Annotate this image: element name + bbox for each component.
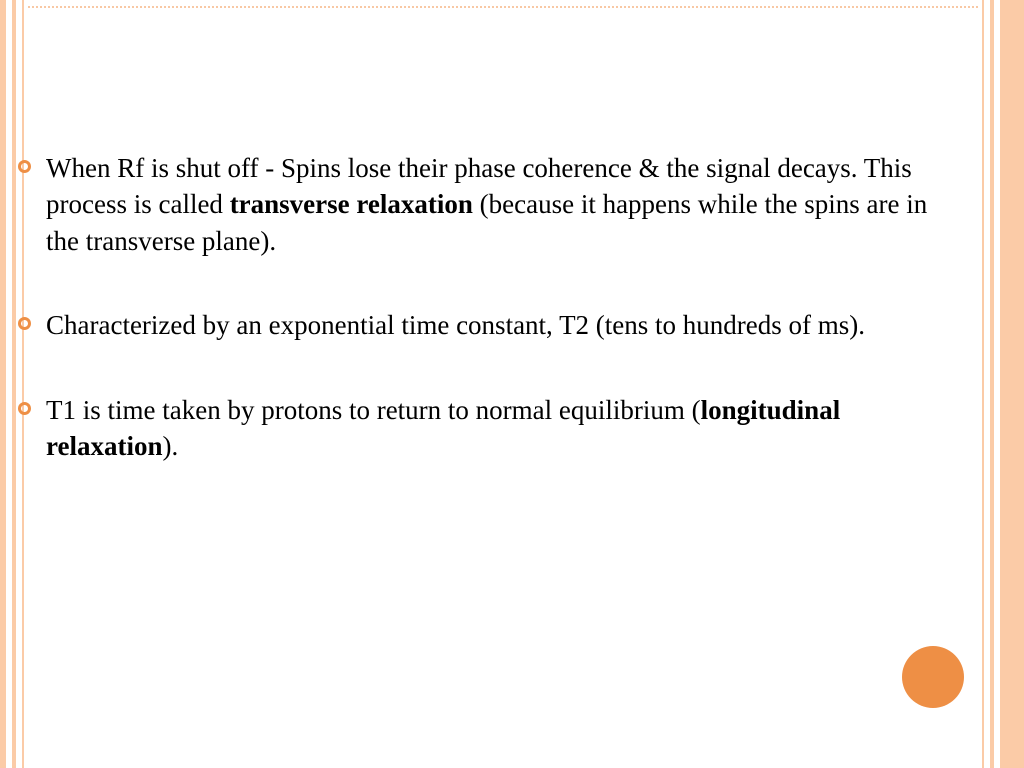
bullet-text-pre: Characterized by an exponential time con… bbox=[46, 310, 865, 340]
slide-content: When Rf is shut off - Spins lose their p… bbox=[28, 150, 978, 513]
list-item: T1 is time taken by protons to return to… bbox=[28, 392, 966, 465]
ring-bullet-icon bbox=[18, 160, 31, 173]
ring-bullet-icon bbox=[18, 317, 31, 330]
border-stripe-right-mid bbox=[990, 0, 994, 768]
bullet-text-post: ). bbox=[163, 431, 179, 461]
list-item: When Rf is shut off - Spins lose their p… bbox=[28, 150, 966, 259]
bullet-text-pre: T1 is time taken by protons to return to… bbox=[46, 395, 701, 425]
border-stripe-left-outer bbox=[0, 0, 6, 768]
border-stripe-right-inner bbox=[982, 0, 984, 768]
bullet-list: When Rf is shut off - Spins lose their p… bbox=[28, 150, 966, 465]
bullet-text-bold: transverse relaxation bbox=[230, 189, 473, 219]
dotted-top-border bbox=[28, 6, 978, 8]
border-stripe-right-outer bbox=[1000, 0, 1024, 768]
border-stripe-left-inner bbox=[22, 0, 24, 768]
accent-circle-icon bbox=[902, 646, 964, 708]
border-stripe-left-mid bbox=[12, 0, 16, 768]
ring-bullet-icon bbox=[18, 402, 31, 415]
list-item: Characterized by an exponential time con… bbox=[28, 307, 966, 343]
